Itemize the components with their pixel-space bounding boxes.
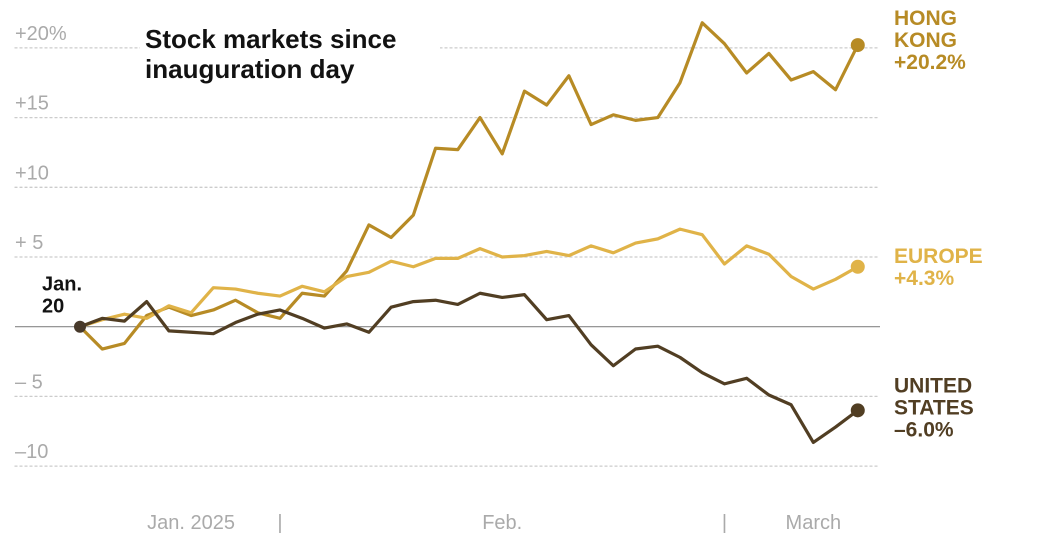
y-tick-label: +15 (15, 93, 49, 115)
y-tick-label: – 5 (15, 371, 43, 393)
series-end-marker-united-states (851, 403, 865, 417)
start-marker-label: Jan.20 (42, 274, 82, 318)
series-line-europe (80, 229, 858, 327)
series-end-marker-hong-kong (851, 38, 865, 52)
chart-canvas: +20% +15 +10 + 5 – 5 –10 Jan. 2025 | Feb. | March H… (0, 0, 1050, 549)
y-tick-label: + 5 (15, 232, 43, 254)
x-tick-label: March (786, 512, 842, 534)
y-tick-label: +10 (15, 162, 49, 184)
y-tick-label: –10 (15, 441, 48, 463)
start-marker (74, 321, 86, 333)
x-tick-label: Feb. (482, 512, 522, 534)
stock-chart: +20% +15 +10 + 5 – 5 –10 Jan. 2025 | Feb. | March H… (0, 0, 1050, 549)
series-label-united-states: UNITEDSTATES–6.0% (894, 374, 974, 441)
x-separator: | (722, 512, 727, 534)
series-end-marker-europe (851, 260, 865, 274)
y-tick-label: +20% (15, 23, 67, 45)
x-separator: | (277, 512, 282, 534)
series-label-europe: EUROPE+4.3% (894, 245, 983, 290)
x-tick-label: Jan. 2025 (147, 512, 235, 534)
series-label-hong-kong: HONGKONG+20.2% (894, 7, 966, 74)
